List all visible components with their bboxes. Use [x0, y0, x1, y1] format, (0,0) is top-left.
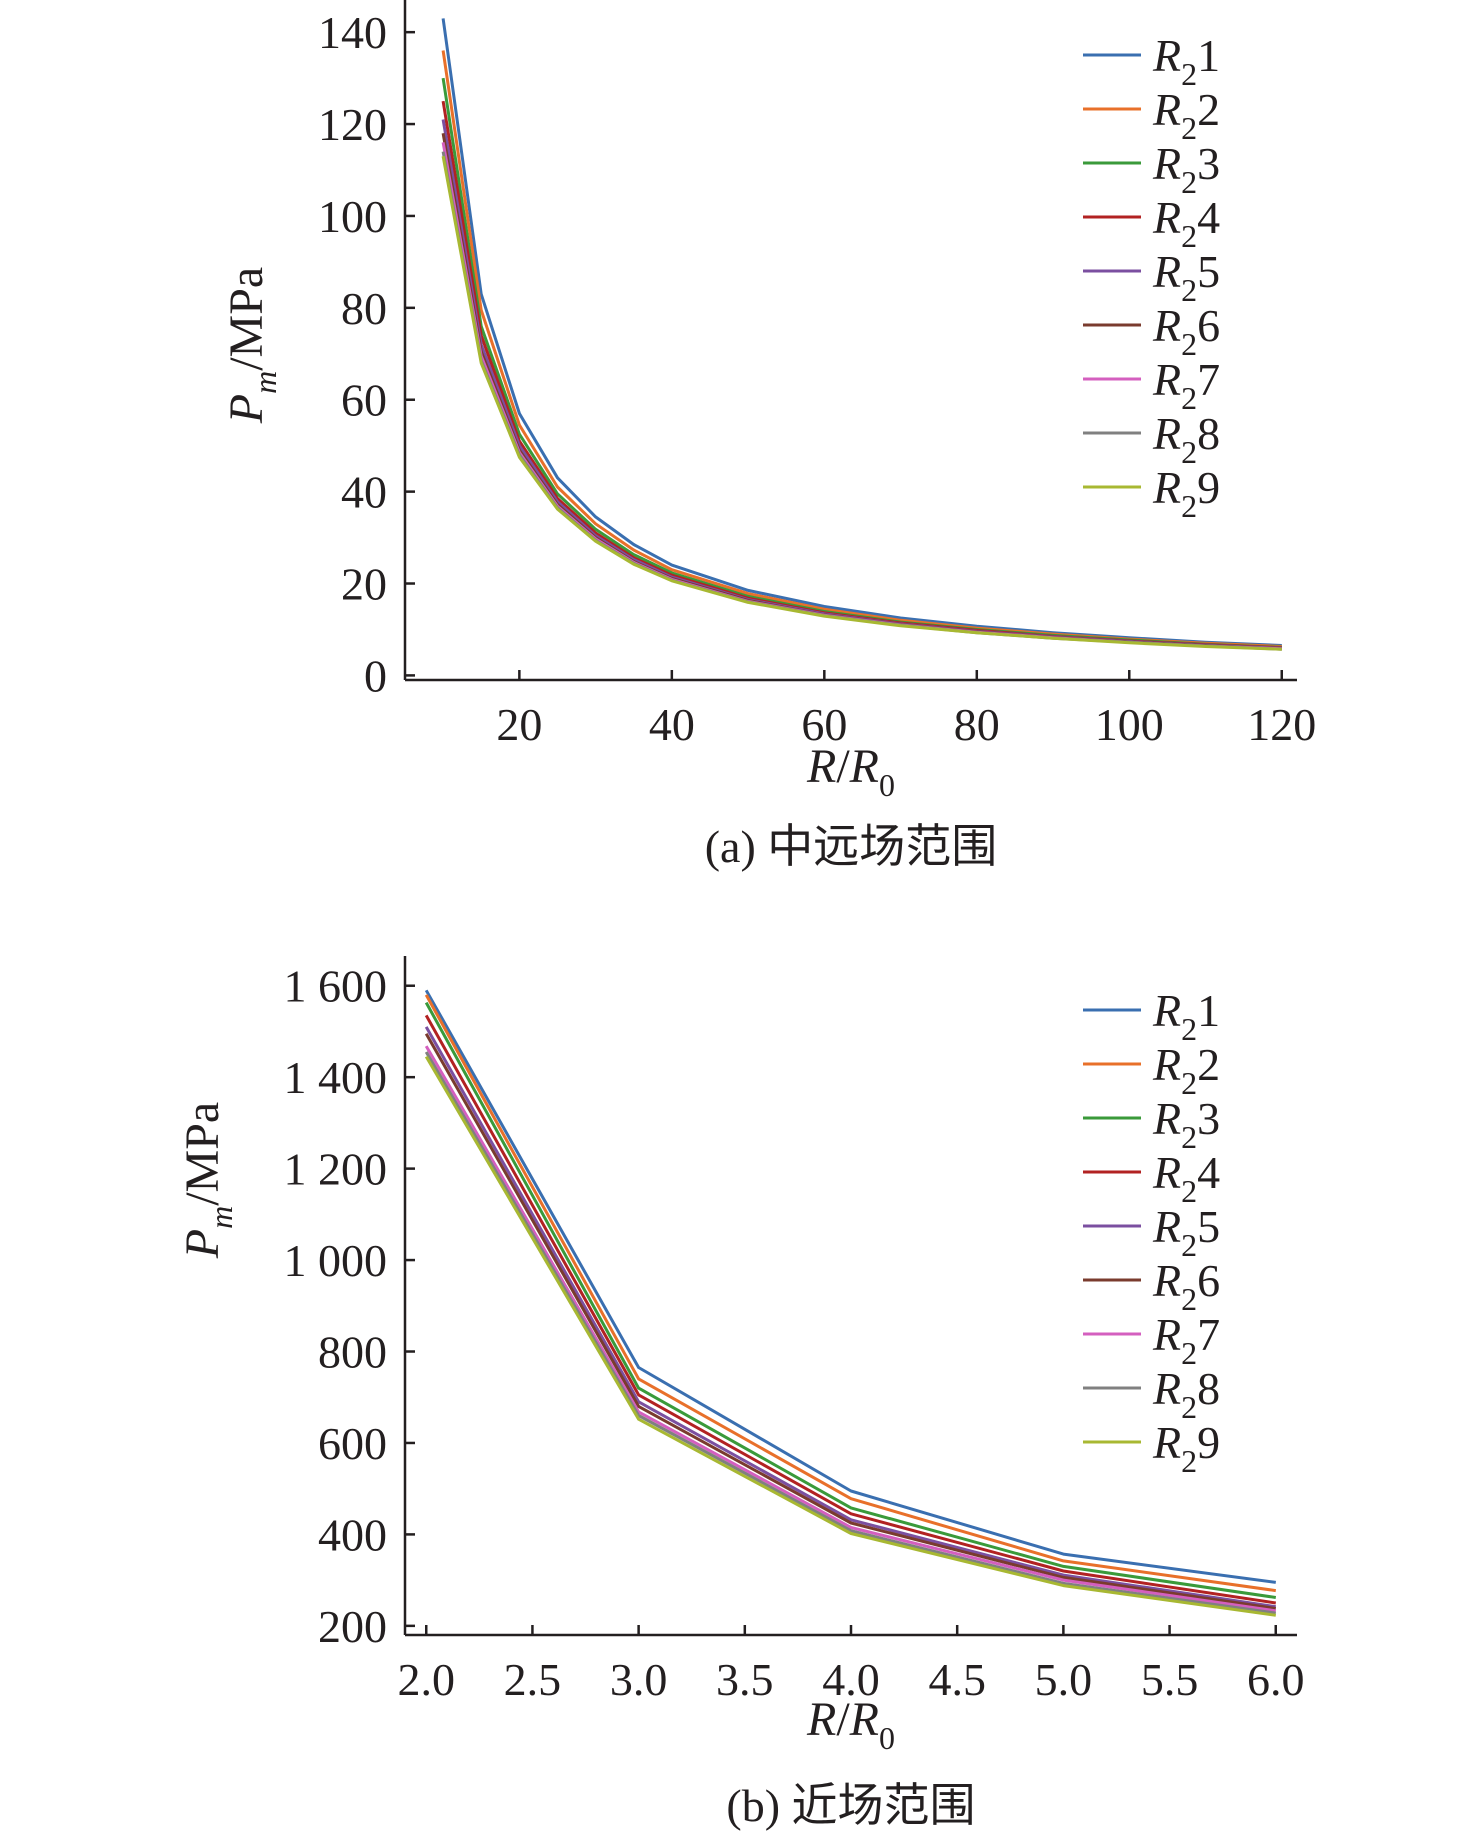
- x-tick-label: 2.0: [397, 1654, 455, 1705]
- legend-label: R27: [1152, 354, 1220, 416]
- series-line-R23: [424, 1001, 1277, 1599]
- legend-label: R22: [1152, 1039, 1220, 1101]
- y-axis-title: Pm/MPa: [220, 267, 283, 424]
- y-tick-label: 100: [318, 191, 387, 242]
- y-tick-label: 400: [318, 1509, 387, 1560]
- x-tick-label: 4.5: [928, 1654, 986, 1705]
- x-tick-label: 2.5: [504, 1654, 562, 1705]
- y-tick-label: 1 600: [284, 961, 388, 1012]
- x-tick-label: 80: [954, 699, 1000, 750]
- legend-label: R27: [1152, 1309, 1220, 1371]
- series-line-R28: [424, 1051, 1277, 1615]
- legend-label: R28: [1152, 408, 1220, 470]
- legend-label: R23: [1152, 1093, 1220, 1155]
- chart-panel-b: 200 400 600 800 1 000 1 200 1 400 1 600 2.0 2.5 3.…: [176, 956, 1305, 1831]
- x-tick-label: 5.0: [1035, 1654, 1093, 1705]
- x-tick-label: 3.5: [716, 1654, 774, 1705]
- legend-label: R21: [1152, 30, 1220, 92]
- y-tick-label: 0: [364, 650, 387, 701]
- legend-label: R23: [1152, 138, 1220, 200]
- y-tick-label: 20: [341, 559, 387, 610]
- legend-label: R29: [1152, 1417, 1220, 1479]
- series-line-R27: [424, 1045, 1277, 1613]
- series-line-R24: [424, 1014, 1277, 1605]
- x-tick-label: 3.0: [610, 1654, 668, 1705]
- y-axis-title: Pm/MPa: [176, 1102, 239, 1259]
- y-tick-label: 40: [341, 467, 387, 518]
- x-axis-title: R/R0: [806, 740, 895, 803]
- legend-label: R24: [1152, 192, 1220, 254]
- series-line-R21: [424, 989, 1276, 1584]
- figure-caption: (b) 近场范围: [726, 1780, 975, 1831]
- series-line-R29: [441, 155, 1282, 651]
- legend-label: R25: [1152, 1201, 1220, 1263]
- y-tick-label: 60: [341, 375, 387, 426]
- series-line-R22: [424, 994, 1277, 1593]
- legend-label: R28: [1152, 1363, 1220, 1425]
- y-tick-label: 80: [341, 283, 387, 334]
- series-line-R29: [424, 1055, 1277, 1617]
- chart-panel-a: 0 20 40 60 80 100 120 140 20 40 60 80 100 120 R/R0 Pm/M…: [220, 0, 1316, 872]
- y-tick-label: 1 200: [284, 1144, 388, 1195]
- x-tick-label: 40: [649, 699, 695, 750]
- y-tick-label: 1 000: [284, 1235, 388, 1286]
- y-tick-label: 120: [318, 99, 387, 150]
- legend-label: R21: [1152, 985, 1220, 1047]
- legend-label: R25: [1152, 246, 1220, 308]
- series-line-R25: [424, 1026, 1277, 1609]
- x-tick-label: 6.0: [1247, 1654, 1305, 1705]
- x-tick-label: 20: [496, 699, 542, 750]
- legend-label: R26: [1152, 300, 1220, 362]
- x-axis-title: R/R0: [806, 1693, 895, 1756]
- y-tick-label: 200: [318, 1601, 387, 1652]
- x-tick-label: 4.0: [822, 1654, 880, 1705]
- legend-label: R29: [1152, 462, 1220, 524]
- x-tick-label: 5.5: [1141, 1654, 1199, 1705]
- y-tick-label: 600: [318, 1418, 387, 1469]
- x-tick-label: 60: [801, 699, 847, 750]
- legend-label: R24: [1152, 1147, 1220, 1209]
- legend-label: R22: [1152, 84, 1220, 146]
- series-line-R26: [424, 1032, 1277, 1610]
- y-tick-label: 1 400: [284, 1052, 388, 1103]
- figure-caption: (a) 中远场范围: [705, 821, 998, 872]
- x-tick-label: 120: [1247, 699, 1316, 750]
- y-tick-label: 140: [318, 7, 387, 58]
- y-tick-label: 800: [318, 1327, 387, 1378]
- legend-label: R26: [1152, 1255, 1220, 1317]
- x-tick-label: 100: [1095, 699, 1164, 750]
